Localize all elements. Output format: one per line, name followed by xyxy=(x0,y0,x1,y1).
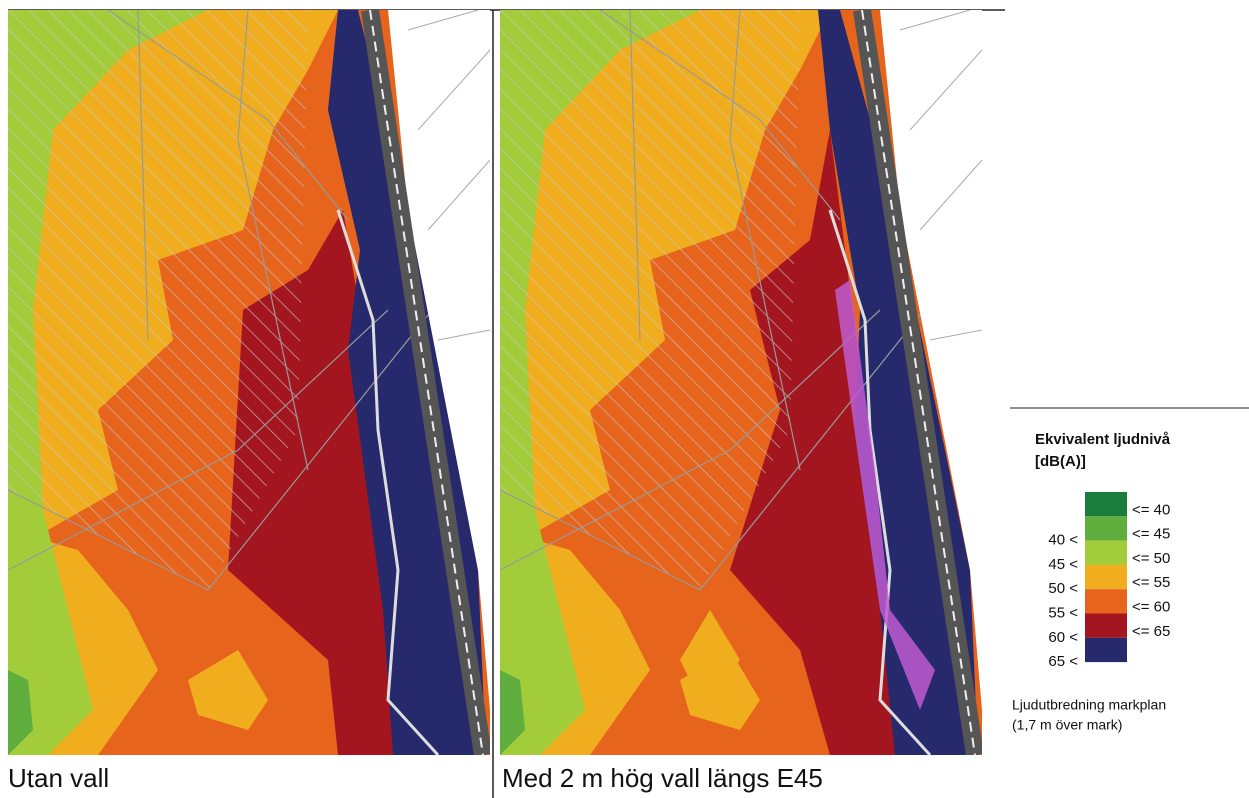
panel-caption: Med 2 m hög vall längs E45 xyxy=(502,763,823,793)
legend-swatch xyxy=(1085,638,1127,662)
legend-upper: <= 40 xyxy=(1132,501,1170,518)
legend-lower: 55 < xyxy=(1048,604,1078,621)
legend-upper: <= 65 xyxy=(1132,623,1170,640)
legend-lower: 60 < xyxy=(1048,629,1078,646)
legend-swatch xyxy=(1085,516,1127,540)
legend-upper: <= 60 xyxy=(1132,598,1170,615)
legend-lower: 50 < xyxy=(1048,580,1078,597)
legend-swatch xyxy=(1085,541,1127,565)
figure: Ekvivalent ljudnivå [dB(A)] Ljudutbredni… xyxy=(0,0,1249,798)
legend-upper: <= 50 xyxy=(1132,550,1170,567)
legend-lower: 45 < xyxy=(1048,556,1078,573)
page: Ekvivalent ljudnivå [dB(A)] Ljudutbredni… xyxy=(0,0,1249,798)
panel-caption: Utan vall xyxy=(8,763,109,793)
legend-lower: 65 < xyxy=(1048,653,1078,670)
legend-title: [dB(A)] xyxy=(1035,453,1086,470)
legend-lower: 40 < xyxy=(1048,532,1078,549)
legend-upper: <= 45 xyxy=(1132,526,1170,543)
map-panel xyxy=(500,10,982,755)
legend-note: (1,7 m över mark) xyxy=(1012,717,1122,733)
legend-swatch xyxy=(1085,589,1127,613)
legend-upper: <= 55 xyxy=(1132,574,1170,591)
legend-note: Ljudutbredning markplan xyxy=(1012,697,1166,713)
legend-swatch xyxy=(1085,565,1127,589)
map-panel xyxy=(8,10,490,755)
legend-swatch xyxy=(1085,492,1127,516)
legend-title: Ekvivalent ljudnivå xyxy=(1035,431,1171,448)
legend-swatch xyxy=(1085,614,1127,638)
